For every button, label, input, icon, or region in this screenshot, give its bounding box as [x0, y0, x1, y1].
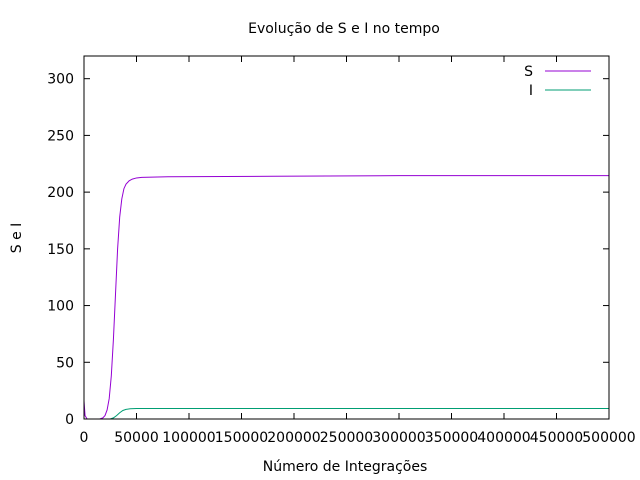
y-tick-label: 250	[47, 128, 74, 144]
legend-entry-S: S	[524, 64, 591, 80]
y-axis-label: S e I	[9, 223, 25, 254]
x-tick-label: 200000	[267, 430, 320, 446]
legend-label: I	[529, 83, 533, 99]
x-tick-label: 250000	[320, 430, 373, 446]
x-tick-label: 450000	[530, 430, 583, 446]
x-tick-label: 350000	[425, 430, 478, 446]
x-tick-label: 100000	[162, 430, 215, 446]
x-tick-label: 300000	[372, 430, 425, 446]
y-tick-label: 100	[47, 299, 74, 315]
y-tick-label: 0	[65, 412, 74, 428]
y-tick-label: 150	[47, 242, 74, 258]
series-layer	[83, 175, 609, 420]
legend-label: S	[524, 64, 533, 80]
plot-area: 0 50000 100000 150000 200000 250000 300000 3500…	[47, 55, 636, 446]
x-axis-label: Número de Integrações	[263, 459, 428, 475]
series-line-S	[83, 175, 609, 420]
x-tick-label: 150000	[215, 430, 268, 446]
legend: SI	[524, 64, 591, 99]
y-tick-label: 50	[56, 355, 74, 371]
x-tick-label: 0	[80, 430, 89, 446]
y-tick-label: 200	[47, 185, 74, 201]
x-tick-label: 500000	[582, 430, 635, 446]
x-axis: 0 50000 100000 150000 200000 250000 300000 3500…	[80, 56, 636, 446]
chart-title: Evolução de S e I no tempo	[248, 21, 440, 37]
y-axis: 0 50 100 150 200 250 300	[47, 72, 609, 428]
x-tick-label: 400000	[477, 430, 530, 446]
plot-border	[83, 55, 610, 420]
legend-entry-I: I	[529, 83, 591, 99]
x-tick-label: 50000	[114, 430, 159, 446]
series-line-I	[84, 407, 609, 420]
y-tick-label: 300	[47, 72, 74, 88]
